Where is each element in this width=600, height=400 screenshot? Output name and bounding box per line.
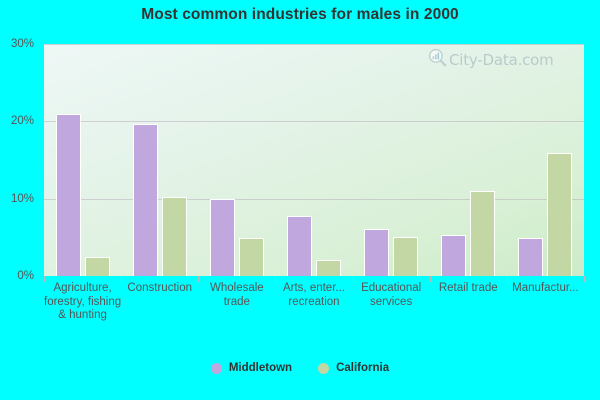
bar-middletown-1[interactable] [132, 124, 158, 276]
x-axis-group-4: Educational services [352, 276, 430, 356]
x-axis-label: Construction [127, 282, 192, 294]
bar-middletown-3[interactable] [287, 216, 312, 276]
x-axis-label: Wholesale trade [210, 282, 264, 308]
gridline [44, 44, 584, 45]
gridline [44, 121, 584, 123]
x-axis-label: Retail trade [438, 282, 498, 294]
y-axis: 0% 10% 20% 30% [0, 38, 40, 282]
y-axis-tick-label: 30% [10, 38, 34, 50]
bar-middletown-4[interactable] [364, 228, 390, 276]
bar-middletown-6[interactable] [518, 238, 544, 276]
bar-california-6[interactable] [547, 153, 573, 276]
bar-california-4[interactable] [393, 237, 419, 276]
x-axis-tick-mark [429, 276, 431, 282]
bar-california-1[interactable] [161, 197, 187, 276]
bar-california-0[interactable] [84, 257, 110, 276]
x-axis-group-6: Manufactur... [506, 276, 584, 356]
x-axis-label: Manufactur... [512, 282, 579, 294]
x-axis-tick-mark [275, 276, 277, 282]
x-axis-group-2: Wholesale trade [198, 276, 275, 356]
x-axis-tick-mark [198, 276, 200, 282]
x-axis-tick-mark [121, 276, 123, 282]
bar-middletown-2[interactable] [209, 198, 235, 276]
x-axis-group-0: Agriculture, forestry, fishing & hunting [44, 276, 121, 356]
bar-california-3[interactable] [316, 259, 341, 276]
plot-area [44, 44, 584, 276]
x-axis-tick-mark [584, 276, 585, 282]
y-axis-tick-label: 10% [10, 192, 34, 205]
legend-item-california[interactable]: California [318, 362, 389, 374]
x-axis-group-1: Construction [121, 276, 198, 356]
x-axis-label: Educational services [361, 282, 422, 308]
y-axis-tick-label: 20% [10, 115, 34, 128]
legend-swatch-icon [210, 362, 222, 374]
legend-label: Middletown [228, 362, 293, 374]
x-axis: Agriculture, forestry, fishing & hunting… [44, 276, 585, 356]
y-axis-tick-label: 0% [17, 270, 34, 282]
chart-title: Most common industries for males in 2000 [141, 6, 459, 23]
bars-layer [44, 44, 584, 276]
bar-middletown-5[interactable] [441, 235, 467, 276]
chart-legend: Middletown California [0, 362, 600, 374]
bar-middletown-0[interactable] [55, 113, 81, 276]
x-axis-group-5: Retail trade [429, 276, 507, 356]
legend-label: California [336, 362, 390, 374]
legend-item-middletown[interactable]: Middletown [210, 362, 293, 374]
x-axis-label: Arts, enter... recreation [282, 282, 345, 308]
legend-swatch-icon [318, 362, 330, 374]
bar-california-2[interactable] [238, 238, 264, 276]
x-axis-tick-mark [506, 276, 508, 282]
x-axis-group-3: Arts, enter... recreation [275, 276, 352, 356]
gridline [44, 198, 584, 200]
x-axis-tick-mark [44, 276, 45, 282]
x-axis-tick-mark [352, 276, 354, 282]
x-axis-label: Agriculture, forestry, fishing & hunting [44, 282, 122, 321]
bar-california-5[interactable] [470, 190, 496, 276]
